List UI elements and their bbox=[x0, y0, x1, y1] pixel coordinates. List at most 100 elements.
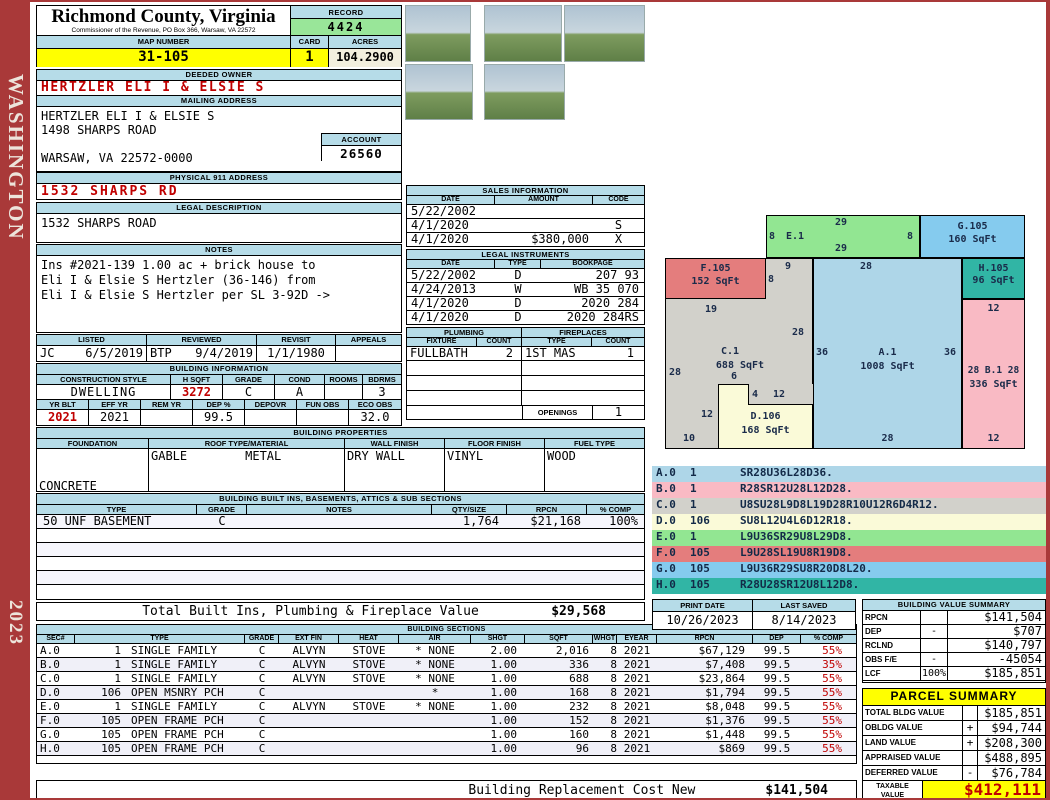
property-photo[interactable] bbox=[405, 5, 471, 62]
legend-num: 105 bbox=[690, 562, 710, 575]
card-label: CARD bbox=[291, 36, 329, 48]
sketch-dim: 19 bbox=[705, 304, 718, 315]
taxable-value-label: TAXABLE VALUE bbox=[863, 781, 923, 798]
bs-cell-air: * NONE bbox=[415, 658, 455, 671]
parcel-sign: - bbox=[963, 766, 978, 780]
bs-cell-extfin bbox=[279, 714, 339, 727]
rooms-label: ROOMS bbox=[325, 375, 363, 385]
notes-line: Ins #2021-139 1.00 ac + brick house to bbox=[41, 258, 316, 272]
sketch-dim: 9 bbox=[785, 261, 792, 272]
empty-row bbox=[37, 543, 644, 557]
bs-header-rpcn: RPCN bbox=[657, 635, 753, 643]
county-title-block: Richmond County, Virginia Commissioner o… bbox=[37, 6, 291, 35]
building-sections-table: BUILDING SECTIONS SEC# TYPE GRADE EXT FI… bbox=[36, 624, 857, 764]
building-section-row: H.0 105 OPEN FRAME PCH C 1.00 96 8 2021 … bbox=[37, 742, 856, 756]
property-photo[interactable] bbox=[564, 5, 645, 62]
li-type: D bbox=[514, 268, 522, 282]
plumbing-count-label: COUNT bbox=[477, 338, 522, 346]
property-photo[interactable] bbox=[484, 5, 562, 62]
sketch-dim: 28 bbox=[792, 327, 805, 338]
bvs-label: RPCN bbox=[863, 611, 921, 624]
sketch-sqft: 688 SqFt bbox=[715, 360, 765, 371]
mailing-address-label: MAILING ADDRESS bbox=[37, 96, 401, 107]
construction-style-value: DWELLING bbox=[37, 385, 171, 399]
bs-header-sec: SEC# bbox=[37, 635, 75, 643]
li-bookpage-label: BOOKPAGE bbox=[572, 260, 613, 267]
sketch-dim: 4 bbox=[752, 389, 759, 400]
fixture-label: FIXTURE bbox=[407, 338, 477, 346]
bs-cell-rpcn: $23,864 bbox=[698, 672, 745, 685]
bs-cell-comp: 35% bbox=[822, 658, 842, 671]
sales-date: 4/1/2020 bbox=[411, 218, 469, 232]
wall-finish-value: DRY WALL bbox=[345, 449, 445, 491]
built-ins-total-value: $29,568 bbox=[551, 604, 606, 619]
sketch-shape-e1 bbox=[766, 215, 920, 258]
sales-amount bbox=[495, 205, 593, 218]
bs-cell-dep: 99.5 bbox=[763, 700, 791, 713]
bs-cell-extfin: ALVYN bbox=[292, 672, 326, 685]
sales-row: 4/1/2020 $380,000 X bbox=[407, 233, 644, 247]
property-photo[interactable] bbox=[405, 64, 473, 120]
building-information-label: BUILDING INFORMATION bbox=[37, 364, 401, 375]
legal-description-label: LEGAL DESCRIPTION bbox=[37, 203, 401, 214]
bs-cell-whgt: 8 bbox=[610, 686, 617, 699]
sales-code: X bbox=[614, 232, 623, 246]
yrblt-label: YR BLT bbox=[37, 400, 89, 410]
li-type-label: TYPE bbox=[495, 260, 541, 268]
last-saved-label: LAST SAVED bbox=[780, 601, 828, 610]
bs-header-eyear: EYEAR bbox=[617, 635, 657, 643]
bs-cell-type: OPEN FRAME PCH bbox=[131, 728, 224, 741]
sketch-dim: 12 bbox=[987, 303, 1000, 314]
bvs-label: RCLND bbox=[863, 639, 921, 652]
deeded-owner-section: DEEDED OWNER HERTZLER ELI I & ELSIE S bbox=[36, 69, 402, 96]
revisit-date: 1/1/1980 bbox=[257, 346, 336, 362]
built-ins-notes-label: NOTES bbox=[247, 505, 432, 515]
bs-cell-air: * bbox=[431, 686, 439, 699]
bvs-value: $185,851 bbox=[947, 667, 1045, 680]
bs-cell-rpcn: $67,129 bbox=[698, 644, 745, 657]
funobs-label: FUN OBS bbox=[297, 400, 349, 410]
legend-sec: F.0 bbox=[656, 546, 676, 559]
sketch-legend: A.0 1 SR28U36L28D36. B.0 1 R28SR12U28L12… bbox=[652, 466, 1046, 594]
legend-path: R28SR12U28L12D28. bbox=[740, 482, 853, 495]
built-ins-notes-value bbox=[247, 515, 432, 528]
sales-date-label: DATE bbox=[407, 196, 495, 204]
sales-date: 4/1/2020 bbox=[411, 232, 469, 246]
li-type: D bbox=[514, 310, 522, 324]
bs-cell-num: 1 bbox=[114, 644, 121, 657]
legend-path: L9U36SR29U8L29D8. bbox=[740, 530, 853, 543]
appeals-value bbox=[336, 346, 401, 362]
legend-num: 1 bbox=[690, 498, 697, 511]
building-section-row: D.0 106 OPEN MSNRY PCH C * 1.00 168 8 20… bbox=[37, 686, 856, 700]
bs-cell-shgt: 1.00 bbox=[490, 700, 518, 713]
bs-cell-extfin bbox=[279, 728, 339, 741]
building-information-section: BUILDING INFORMATION CONSTRUCTION STYLE … bbox=[36, 363, 402, 426]
legend-sec: G.0 bbox=[656, 562, 676, 575]
bs-cell-type: SINGLE FAMILY bbox=[131, 672, 218, 685]
bs-cell-sec: C.0 bbox=[40, 672, 60, 685]
bvs-label: LCF bbox=[863, 667, 921, 680]
account-label: ACCOUNT bbox=[322, 134, 401, 146]
bs-cell-whgt: 8 bbox=[610, 728, 617, 741]
sales-code bbox=[593, 205, 644, 218]
fireplaces-label: FIREPLACES bbox=[559, 328, 607, 337]
bs-cell-rpcn: $1,376 bbox=[705, 714, 745, 727]
sketch-section-label: E.1 bbox=[786, 231, 805, 242]
sales-information-section: SALES INFORMATION DATE AMOUNT CODE 5/22/… bbox=[406, 185, 645, 247]
revisit-label: REVISIT bbox=[257, 335, 336, 345]
replacement-cost-row: Building Replacement Cost New $141,504 bbox=[36, 780, 857, 798]
bs-cell-dep: 99.5 bbox=[763, 714, 791, 727]
bs-cell-whgt: 8 bbox=[610, 700, 617, 713]
replacement-cost-value: $141,504 bbox=[765, 782, 828, 798]
fireplace-type-value: 1ST MAS bbox=[525, 346, 576, 360]
appeals-label: APPEALS bbox=[350, 335, 387, 344]
sketch-dim: 29 bbox=[835, 217, 848, 228]
bs-cell-eyear: 2021 bbox=[623, 714, 651, 727]
record-label: RECORD bbox=[291, 6, 401, 19]
bs-cell-heat: STOVE bbox=[352, 700, 386, 713]
property-photo[interactable] bbox=[484, 64, 565, 120]
parcel-summary-rows: TOTAL BLDG VALUE $185,851 OBLDG VALUE + … bbox=[863, 706, 1045, 781]
sketch-shape-f105 bbox=[665, 258, 766, 299]
sales-amount: $380,000 bbox=[531, 232, 589, 246]
mailing-line: WARSAW, VA 22572-0000 bbox=[41, 151, 193, 165]
